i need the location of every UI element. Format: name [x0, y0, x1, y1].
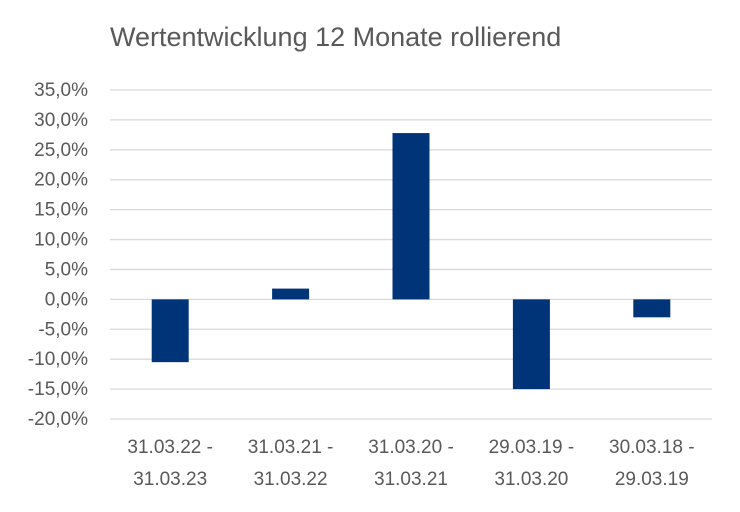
x-tick-label: 29.03.19	[615, 469, 689, 490]
bar	[151, 299, 189, 363]
x-tick-label: 29.03.19 -	[489, 437, 575, 458]
x-tick-label: 31.03.20	[494, 469, 568, 490]
y-tick-label: 25,0%	[34, 140, 88, 161]
y-tick-label: 15,0%	[34, 200, 88, 221]
chart-title: Wertentwicklung 12 Monate rollierend	[110, 22, 562, 52]
y-tick-label: 0,0%	[45, 289, 88, 310]
x-tick-label: 31.03.23	[133, 469, 207, 490]
x-tick-label: 31.03.22 -	[127, 437, 213, 458]
x-tick-label: 31.03.21 -	[248, 437, 334, 458]
x-tick-label: 31.03.22	[254, 469, 328, 490]
x-tick-label: 30.03.18 -	[609, 437, 695, 458]
y-tick-label: 10,0%	[34, 230, 88, 251]
x-tick-label: 31.03.20 -	[368, 437, 454, 458]
y-tick-label: -5,0%	[38, 319, 88, 340]
y-tick-label: 20,0%	[34, 170, 88, 191]
y-tick-label: 5,0%	[45, 259, 88, 280]
y-tick-label: -15,0%	[28, 379, 88, 400]
bar	[633, 299, 671, 318]
bar	[272, 288, 310, 300]
y-tick-label: 35,0%	[34, 80, 88, 101]
bar	[392, 133, 430, 300]
y-tick-label: -20,0%	[28, 409, 88, 430]
bar	[512, 299, 550, 390]
y-tick-label: -10,0%	[28, 349, 88, 370]
x-tick-label: 31.03.21	[374, 469, 448, 490]
y-tick-label: 30,0%	[34, 110, 88, 131]
